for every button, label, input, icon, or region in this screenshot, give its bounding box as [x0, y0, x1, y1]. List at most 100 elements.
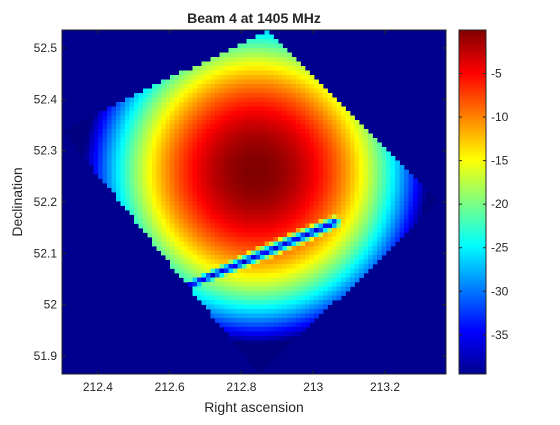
heatmap-cell — [314, 147, 319, 152]
heatmap-cell — [323, 192, 328, 197]
heatmap-cell — [161, 183, 166, 188]
heatmap-cell — [201, 129, 207, 134]
heatmap-cell — [318, 205, 324, 211]
heatmap-cell — [210, 160, 216, 166]
heatmap-cell — [327, 201, 333, 206]
heatmap-cell — [305, 214, 310, 220]
heatmap-cell — [242, 66, 247, 71]
heatmap-cell — [372, 183, 378, 188]
heatmap-cell — [233, 286, 238, 292]
heatmap-cell — [300, 106, 306, 112]
heatmap-cell — [273, 349, 279, 355]
heatmap-cell — [152, 97, 157, 103]
heatmap-cell — [206, 70, 211, 76]
heatmap-cell — [143, 160, 148, 166]
heatmap-cell — [309, 268, 315, 274]
heatmap-cell — [287, 57, 292, 62]
heatmap-cell — [269, 318, 274, 323]
heatmap-cell — [327, 183, 333, 188]
heatmap-cell — [381, 165, 387, 170]
heatmap-cell — [264, 57, 270, 62]
heatmap-cell — [300, 178, 306, 184]
heatmap-cell — [359, 250, 364, 256]
heatmap-cell — [282, 165, 288, 170]
heatmap-cell — [273, 160, 279, 166]
heatmap-cell — [296, 178, 301, 184]
heatmap-cell — [80, 138, 85, 143]
heatmap-cell — [269, 205, 274, 211]
heatmap-cell — [323, 187, 328, 193]
heatmap-cell — [332, 151, 337, 157]
heatmap-cell — [161, 106, 166, 112]
heatmap-cell — [291, 61, 297, 67]
heatmap-cell — [278, 205, 283, 211]
heatmap-cell — [111, 129, 117, 134]
heatmap-cell — [174, 147, 180, 152]
heatmap-cell — [246, 237, 252, 242]
heatmap-cell — [143, 156, 148, 161]
heatmap-cell — [233, 246, 238, 251]
heatmap-cell — [350, 232, 355, 238]
heatmap-cell — [296, 192, 301, 197]
heatmap-cell — [309, 219, 315, 224]
heatmap-cell — [255, 93, 261, 98]
heatmap-cell — [183, 237, 189, 242]
heatmap-cell — [233, 178, 238, 184]
heatmap-cell — [327, 187, 333, 193]
heatmap-cell — [147, 115, 153, 121]
heatmap-cell — [305, 106, 310, 112]
heatmap-cell — [264, 61, 270, 67]
heatmap-cell — [228, 268, 234, 274]
heatmap-cell — [300, 264, 306, 269]
heatmap-cell — [336, 102, 342, 107]
heatmap-cell — [309, 160, 315, 166]
heatmap-cell — [188, 174, 193, 179]
heatmap-cell — [282, 214, 288, 220]
heatmap-cell — [282, 336, 288, 341]
heatmap-cell — [138, 178, 144, 184]
heatmap-cell — [264, 147, 270, 152]
heatmap-cell — [242, 102, 247, 107]
heatmap-cell — [359, 246, 364, 251]
heatmap-cell — [336, 228, 342, 233]
heatmap-cell — [89, 138, 94, 143]
heatmap-cell — [417, 205, 423, 211]
heatmap-cell — [278, 142, 283, 148]
heatmap-cell — [314, 273, 319, 278]
heatmap-cell — [300, 97, 306, 103]
heatmap-cell — [251, 313, 256, 319]
heatmap-cell — [228, 264, 234, 269]
heatmap-cell — [242, 318, 247, 323]
heatmap-cell — [363, 169, 369, 175]
heatmap-cell — [287, 277, 292, 283]
heatmap-cell — [273, 106, 279, 112]
heatmap-cell — [210, 88, 216, 94]
heatmap-cell — [197, 84, 202, 89]
heatmap-cell — [224, 61, 229, 67]
heatmap-cell — [120, 156, 126, 161]
heatmap-cell — [75, 129, 81, 134]
heatmap-cell — [336, 160, 342, 166]
heatmap-cell — [269, 169, 274, 175]
heatmap-cell — [269, 286, 274, 292]
heatmap-cell — [246, 133, 252, 139]
heatmap-cell — [291, 70, 297, 76]
heatmap-cell — [273, 169, 279, 175]
heatmap-cell — [206, 138, 211, 143]
heatmap-cell — [183, 160, 189, 166]
heatmap-cell — [260, 313, 265, 319]
heatmap-cell — [165, 205, 171, 211]
heatmap-cell — [129, 165, 135, 170]
heatmap-cell — [165, 187, 171, 193]
heatmap-cell — [282, 79, 288, 85]
heatmap-cell — [300, 273, 306, 278]
heatmap-cell — [161, 187, 166, 193]
heatmap-cell — [224, 156, 229, 161]
heatmap-cell — [264, 300, 270, 305]
heatmap-cell — [296, 304, 301, 310]
heatmap-cell — [152, 232, 157, 238]
heatmap-cell — [327, 264, 333, 269]
heatmap-cell — [183, 264, 189, 269]
heatmap-cell — [170, 219, 175, 224]
heatmap-cell — [188, 192, 193, 197]
